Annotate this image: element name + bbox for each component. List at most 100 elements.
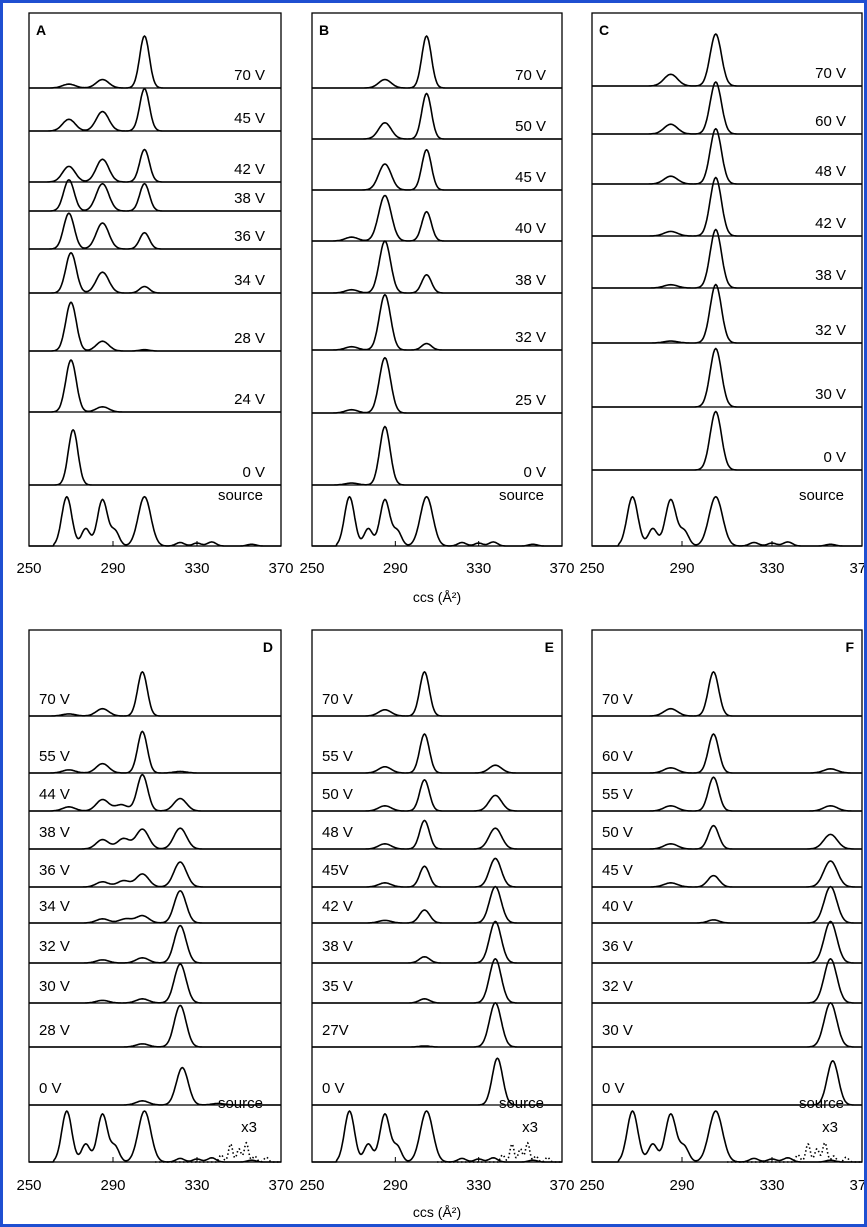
trace-line [592,33,862,87]
trace-scale-label: x3 [522,1119,538,1136]
panel-B: B 70 V 50 V 45 V 40 V 38 V 32 V 25 V 0 V source 25… [299,12,575,605]
trace-line [592,860,862,888]
trace-label: 70 V [39,691,70,708]
x-tick-label: 330 [184,1177,209,1194]
x-tick-label: 290 [383,560,408,577]
trace-label: source [499,1095,544,1112]
trace-line [312,240,562,294]
trace-label: source [218,1095,263,1112]
trace-line [312,148,562,191]
trace-line-x3 [155,1141,281,1163]
panel-frame [28,12,282,547]
trace-label: 42 V [815,215,846,232]
trace-label: 70 V [815,65,846,82]
trace-label: 38 V [234,190,265,207]
trace-line [312,35,562,89]
trace-line [592,1110,862,1163]
trace-label: 50 V [602,824,633,841]
trace-label: 45 V [602,862,633,879]
trace-line [312,920,562,964]
x-tick-label: 250 [299,560,324,577]
trace-line [312,779,562,812]
trace-line [312,733,562,774]
x-tick-label: 290 [669,1177,694,1194]
trace-line [29,1004,281,1048]
trace-line [592,283,862,344]
x-tick-label: 330 [466,560,491,577]
trace-line [312,671,562,717]
trace-line-x3 [437,1141,562,1163]
trace-line [592,176,862,237]
trace-label: 42 V [322,898,353,915]
trace-label: 32 V [602,978,633,995]
panel-letter: A [36,22,46,38]
trace-label: 30 V [815,386,846,403]
trace-label: 38 V [322,938,353,955]
trace-label: 55 V [39,748,70,765]
trace-line [312,1002,562,1048]
trace-label: 32 V [815,322,846,339]
trace-label: 38 V [515,272,546,289]
trace-label: 40 V [602,898,633,915]
trace-label: 36 V [602,938,633,955]
trace-label: 0 V [242,464,265,481]
trace-line [29,827,281,850]
trace-label: 50 V [322,786,353,803]
trace-line [312,194,562,242]
x-tick-label: 290 [383,1177,408,1194]
trace-label: source [218,487,263,504]
x-tick-label: 370 [549,1177,574,1194]
trace-label: 50 V [515,118,546,135]
trace-label: 70 V [602,691,633,708]
trace-label: 35 V [322,978,353,995]
trace-label: 30 V [39,978,70,995]
x-tick-label: 250 [579,1177,604,1194]
panel-frame [28,629,282,1163]
trace-label: 48 V [815,163,846,180]
trace-line [312,958,562,1004]
trace-scale-label: x3 [822,1119,838,1136]
trace-label: 45V [322,862,349,879]
trace-label: 0 V [322,1080,345,1097]
trace-label: 60 V [602,748,633,765]
panel-letter: B [319,22,329,38]
x-tick-label: 290 [669,560,694,577]
panel-letter: E [545,639,554,655]
panel-frame [311,629,563,1163]
x-axis-title: ccs (Å²) [413,1204,461,1220]
panel-letter: F [845,639,854,655]
trace-label: 40 V [515,220,546,237]
trace-label: 55 V [322,748,353,765]
trace-label: 0 V [39,1080,62,1097]
trace-line [592,920,862,964]
trace-line [312,857,562,888]
panel-frame [311,12,563,547]
trace-line [592,958,862,1004]
trace-label: 28 V [39,1022,70,1039]
trace-line [312,92,562,140]
trace-line [29,148,281,183]
panel-letter: C [599,22,609,38]
x-tick-label: 370 [849,1177,864,1194]
trace-label: source [499,487,544,504]
trace-label: 36 V [234,228,265,245]
trace-line [312,1110,562,1163]
x-tick-label: 370 [549,560,574,577]
trace-line [312,885,562,924]
trace-label: 28 V [234,330,265,347]
trace-line [312,819,562,850]
trace-line [312,425,562,486]
trace-label: 55 V [602,786,633,803]
trace-line [29,890,281,924]
x-tick-label: 330 [184,560,209,577]
trace-line [29,730,281,774]
trace-line [592,733,862,774]
trace-line [592,410,862,471]
trace-line [29,1066,281,1106]
trace-label: 34 V [39,898,70,915]
panel-E: E 70 V 55 V 50 V 48 V 45V 42 V 38 V 35 V 27V 0 V so… [299,629,575,1220]
trace-line [29,963,281,1004]
trace-line [29,1110,281,1163]
trace-label: 38 V [815,267,846,284]
trace-label: 30 V [602,1022,633,1039]
